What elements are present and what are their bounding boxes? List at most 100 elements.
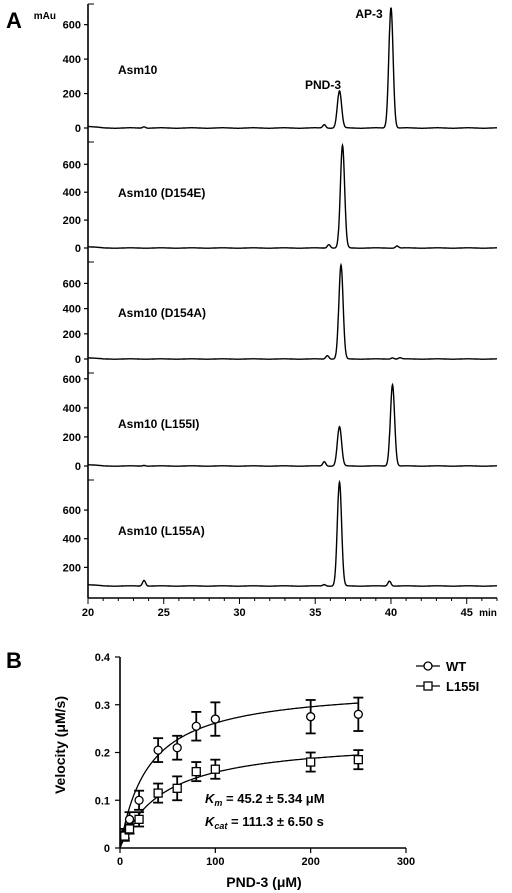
y-tick-label: 400 [63, 187, 81, 199]
marker-circle [210, 714, 220, 724]
data-point [305, 751, 316, 773]
chromatogram-title: Asm10 [118, 63, 158, 77]
chromatogram-title: Asm10 (L155A) [118, 524, 205, 538]
x-unit-label: min [479, 608, 497, 619]
chromatogram-trace [88, 479, 497, 587]
x-tick-label: 0 [117, 856, 123, 868]
y-tick-label: 400 [63, 54, 81, 66]
marker-square [306, 757, 316, 767]
y-axis-title: Velocity (μM/s) [52, 696, 68, 794]
marker-circle [153, 745, 163, 755]
data-point [191, 761, 202, 783]
y-tick-label: 400 [63, 534, 81, 546]
y-tick-label: 600 [63, 505, 81, 517]
marker-square [134, 814, 144, 824]
retention-time-axis: 20 25 30 35 40 45 [82, 597, 498, 619]
marker-circle [124, 814, 135, 824]
y-tick-label: 600 [63, 278, 81, 290]
chromatogram-5: 200 400 600 Asm10 (L155A) [63, 479, 497, 587]
marker-square [124, 824, 135, 834]
x-tick-label: 200 [301, 856, 319, 868]
y-unit-label: mAu [34, 11, 56, 22]
legend-label: L155I [446, 679, 479, 694]
y-tick-label: 0.3 [95, 700, 110, 712]
chromatogram-stack: 0 200 400 600 Asm10 0 200 400 600 Asm10 (D154E) 0 2… [63, 3, 497, 598]
legend-entry-wt: WT [416, 659, 466, 674]
data-point [153, 737, 164, 763]
y-tick-label: 400 [63, 403, 81, 415]
panel-b-letter: B [6, 648, 22, 673]
marker-square [172, 783, 182, 793]
x-axis-title: PND-3 (μM) [226, 874, 301, 890]
data-point [210, 701, 221, 737]
series-l155i [119, 749, 364, 849]
chromatogram-trace [88, 262, 497, 360]
y-tick-label: 0 [75, 461, 81, 473]
kinetics-plot: 0 0.1 0.2 0.3 0.4 0 100 200 300 WT L155I [95, 652, 480, 868]
chromatogram-3: 0 200 400 600 Asm10 (D154A) [63, 261, 497, 366]
data-point [124, 823, 135, 835]
y-tick-label: 0.2 [95, 748, 110, 760]
marker-square [191, 766, 201, 777]
chromatogram-title: Asm10 (D154A) [118, 306, 206, 320]
panel-a-letter: A [6, 8, 22, 33]
marker-square [210, 764, 220, 774]
km-annotation: Km = 45.2 ± 5.34 μM [205, 791, 325, 808]
chromatogram-title: Asm10 (L155I) [118, 417, 199, 431]
chromatogram-trace [88, 7, 497, 129]
data-point [153, 782, 164, 804]
y-tick-label: 200 [63, 89, 81, 101]
data-point [172, 734, 183, 761]
data-point [210, 758, 221, 780]
y-tick-label: 0 [75, 354, 81, 366]
x-tick-label: 45 [461, 607, 473, 619]
y-tick-label: 0 [75, 123, 81, 135]
x-tick-label: 300 [397, 856, 415, 868]
data-point [353, 749, 364, 771]
chromatogram-2: 0 200 400 600 Asm10 (D154E) [63, 141, 497, 255]
y-tick-label: 600 [63, 159, 81, 171]
x-tick-label: 100 [206, 856, 224, 868]
data-point [134, 811, 145, 828]
x-tick-label: 25 [158, 607, 170, 619]
x-tick-label: 40 [385, 607, 397, 619]
y-tick-label: 600 [63, 374, 81, 386]
legend-marker-circle [423, 661, 433, 671]
chromatogram-trace [88, 382, 497, 467]
chromatogram-4: 0 200 400 600 Asm10 (L155I) [63, 372, 497, 473]
marker-square [120, 831, 130, 841]
marker-circle [306, 712, 316, 722]
chromatogram-1: 0 200 400 600 Asm10 [63, 3, 497, 135]
y-tick-label: 0.1 [95, 795, 110, 807]
data-point [134, 789, 145, 811]
data-point [191, 711, 202, 742]
data-point [353, 696, 364, 732]
legend-label: WT [446, 659, 466, 674]
data-point [172, 775, 183, 802]
x-tick-label: 20 [82, 607, 94, 619]
marker-square [353, 755, 363, 765]
panel-a-chromatograms: A mAu PND-3 AP-3 min 0200400600Asm100200… [6, 3, 498, 619]
y-tick-label: 0.4 [95, 652, 111, 664]
y-tick-label: 400 [63, 304, 81, 316]
peak-label-pnd3: PND-3 [305, 78, 341, 92]
legend-entry-l155i: L155I [416, 679, 479, 694]
legend-marker-square [423, 681, 433, 691]
marker-circle [172, 743, 182, 753]
chromatogram-title: Asm10 (D154E) [118, 186, 205, 200]
y-tick-label: 200 [63, 215, 81, 227]
panel-b-kinetics: B 0 0.1 0.2 0.3 0.4 0 100 200 300 WT L155I Velocit… [6, 648, 479, 890]
marker-circle [134, 795, 144, 805]
kcat-annotation: Kcat = 111.3 ± 6.50 s [205, 814, 324, 831]
x-tick-label: 35 [309, 607, 321, 619]
x-tick-label: 30 [233, 607, 245, 619]
marker-square [153, 788, 163, 798]
marker-circle [191, 721, 201, 731]
marker-circle [353, 709, 363, 719]
y-tick-label: 0 [75, 243, 81, 255]
peak-label-ap3: AP-3 [355, 7, 383, 21]
y-tick-label: 600 [63, 20, 81, 32]
y-tick-label: 200 [63, 329, 81, 341]
chromatogram-trace [88, 142, 497, 249]
